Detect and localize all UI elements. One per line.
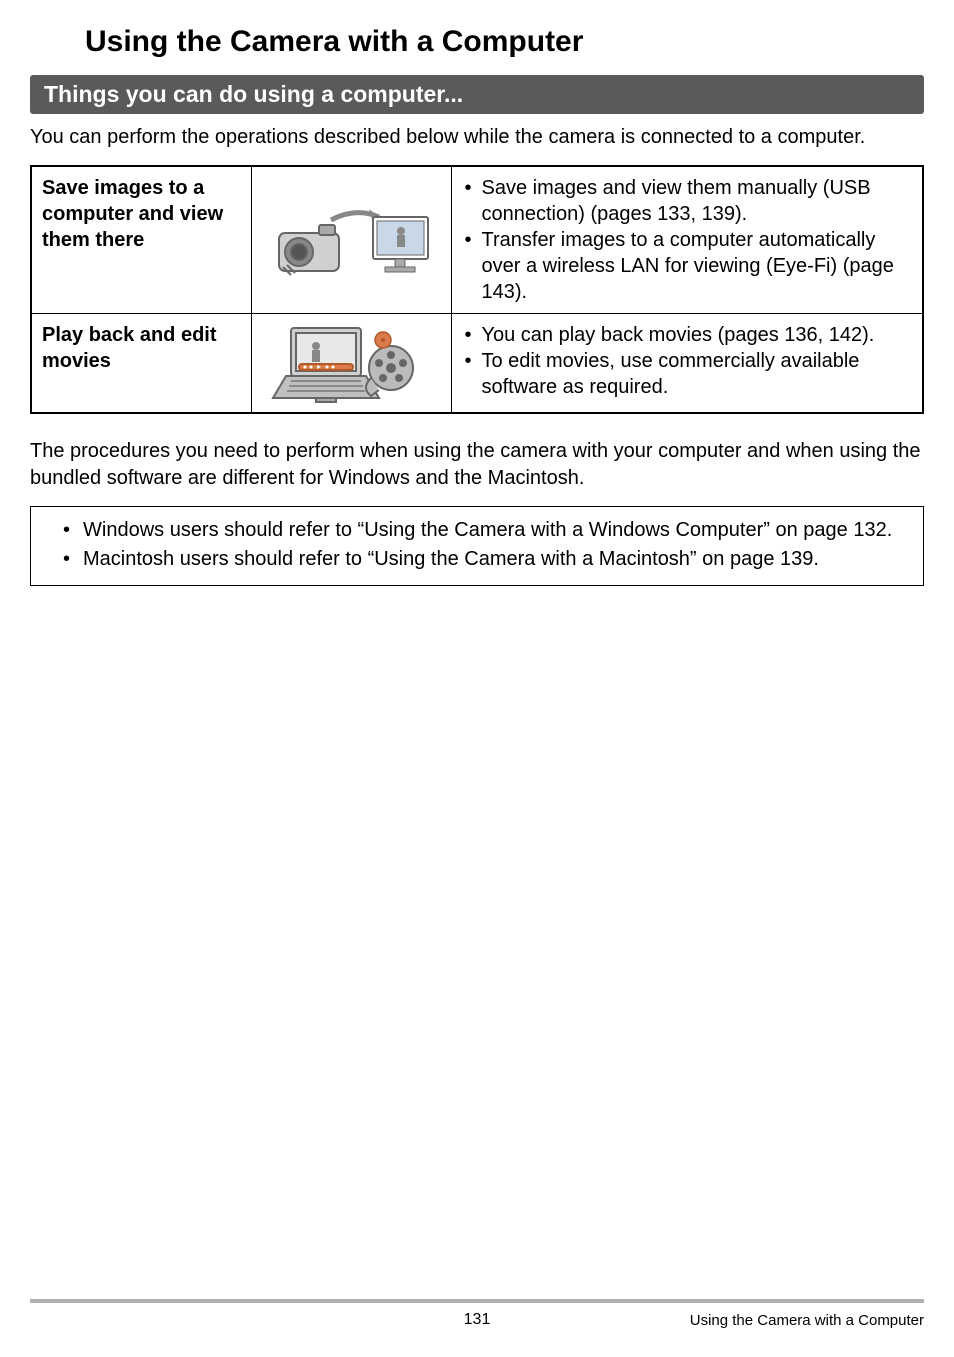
note-item: Macintosh users should refer to “Using t… [63,546,909,573]
table-row: Play back and edit movies [31,314,923,414]
note-item: Windows users should refer to “Using the… [63,517,909,544]
feature-bullet: Transfer images to a computer automatica… [462,227,913,305]
page-number: 131 [328,1311,626,1329]
footer-divider [30,1299,924,1303]
row-title: Play back and edit movies [31,314,251,414]
row-title: Save images to a computer and view them … [31,166,251,314]
laptop-film-icon [251,314,451,414]
page-footer: 131 Using the Camera with a Computer [30,1299,924,1329]
feature-bullet: Save images and view them manually (USB … [462,175,913,227]
section-header: Things you can do using a computer... [30,75,924,114]
camera-to-monitor-icon [251,166,451,314]
footer-section-name: Using the Camera with a Computer [626,1312,924,1329]
intro-text: You can perform the operations described… [30,124,924,151]
table-row: Save images to a computer and view them … [31,166,923,314]
feature-bullet: You can play back movies (pages 136, 142… [462,322,913,348]
row-description: You can play back movies (pages 136, 142… [451,314,923,414]
middle-text: The procedures you need to perform when … [30,438,924,492]
note-box: Windows users should refer to “Using the… [30,506,924,586]
row-description: Save images and view them manually (USB … [451,166,923,314]
feature-table: Save images to a computer and view them … [30,165,924,414]
page-title: Using the Camera with a Computer [30,25,924,59]
feature-bullet: To edit movies, use commercially availab… [462,348,913,400]
